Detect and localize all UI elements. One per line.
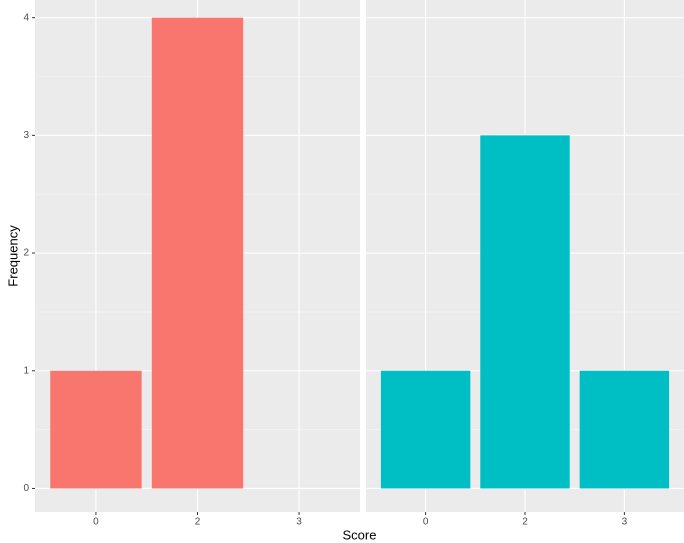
y-tick-label: 2 <box>23 248 29 259</box>
x-tick-label: 0 <box>423 517 429 528</box>
y-tick-label: 4 <box>23 12 29 23</box>
x-tick-label: 0 <box>93 517 99 528</box>
x-tick-label: 3 <box>296 517 302 528</box>
y-tick-label: 3 <box>23 130 29 141</box>
bar <box>50 370 142 489</box>
bar <box>579 370 670 489</box>
y-tick-label: 0 <box>23 483 29 494</box>
bar <box>480 135 570 489</box>
x-axis-label: Score <box>343 527 377 542</box>
x-tick-label: 2 <box>195 517 201 528</box>
bar <box>151 17 244 489</box>
x-tick-label: 2 <box>522 517 528 528</box>
x-tick-label: 3 <box>622 517 628 528</box>
y-tick-label: 1 <box>23 365 29 376</box>
bar <box>380 370 471 489</box>
y-axis-label: Frequency <box>5 225 20 287</box>
